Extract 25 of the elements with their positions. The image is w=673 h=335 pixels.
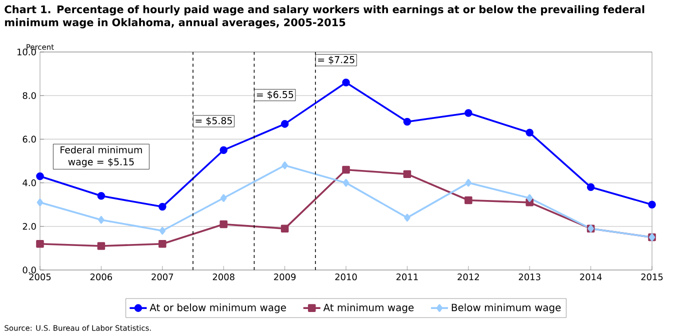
x-tick-label: 2015 (641, 274, 663, 280)
annotation: Federal minimum wage = $5.15 (60, 146, 142, 168)
y-tick-label: 2.0 (22, 223, 36, 230)
x-tick-label: 2006 (90, 274, 112, 280)
x-tick-label: 2010 (335, 274, 357, 280)
x-tick-label: 2012 (458, 274, 479, 280)
y-tick-label: 4.0 (22, 179, 36, 186)
y-tick-label: 8.0 (22, 92, 36, 99)
x-tick-label: 2011 (396, 274, 418, 280)
legend-label: Below minimum wage (452, 304, 561, 314)
y-tick-label: 0.0 (22, 266, 36, 274)
y-tick-label: 10.0 (18, 48, 36, 56)
annotation: = $6.55 (256, 90, 294, 100)
annotation: = $7.25 (318, 56, 354, 64)
x-tick-label: 2009 (274, 274, 296, 280)
legend-label: At minimum wage (323, 304, 414, 314)
x-tick-label: 2013 (518, 274, 540, 280)
y-tick-label: 6.0 (22, 136, 36, 143)
annotation: = $5.85 (196, 116, 232, 126)
x-tick-label: 2007 (152, 274, 174, 280)
x-tick-label: 2014 (580, 274, 602, 280)
legend-label: At or below minimum wage (150, 304, 286, 314)
x-tick-label: 2008 (212, 274, 234, 280)
x-tick-label: 2005 (29, 274, 51, 280)
chart-title: Chart 1. Percentage of hourly paid wage and salary workers with earnings at or below the prevailing federal minimum wage in Oklahoma, annual averages, 2005-2015 (4, 5, 644, 28)
